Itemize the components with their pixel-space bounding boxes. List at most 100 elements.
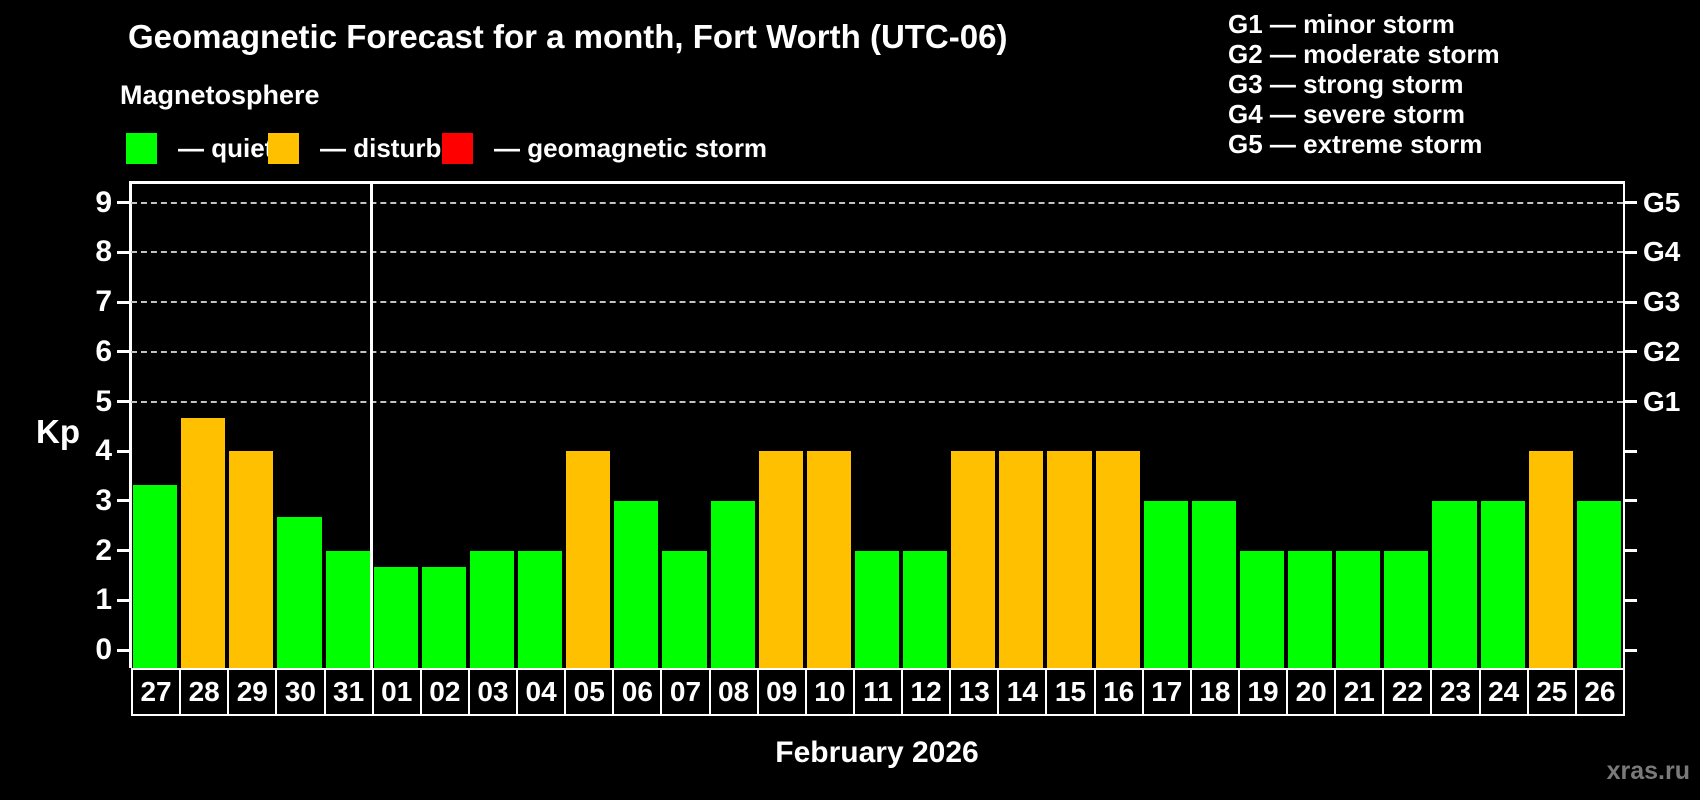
g-legend-line-g1: G1 — minor storm [1228, 9, 1455, 39]
kp-bar-day-28 [181, 417, 226, 668]
y-tick-right-7 [1623, 300, 1637, 304]
legend-item-quiet: — quiet [126, 133, 273, 164]
y-tick-right-2 [1623, 549, 1637, 553]
y-tick-label-7: 7 [95, 285, 112, 319]
day-label-cell-08: 08 [708, 668, 759, 716]
grid-line-7 [131, 301, 1623, 304]
y-tick-left-5 [117, 400, 131, 404]
day-label-cell-16: 16 [1093, 668, 1144, 716]
y-tick-label-5: 5 [95, 384, 112, 418]
g-axis-label-g1: G1 [1643, 385, 1681, 417]
g-legend-line-g4: G4 — severe storm [1228, 99, 1466, 129]
kp-bar-day-20 [1288, 550, 1333, 668]
day-label-cell-27: 27 [131, 668, 182, 716]
kp-bar-day-30 [277, 517, 322, 668]
day-label-cell-07: 07 [660, 668, 711, 716]
y-tick-label-4: 4 [95, 434, 112, 468]
watermark: xras.ru [1606, 757, 1690, 785]
day-label-cell-25: 25 [1526, 668, 1577, 716]
y-tick-label-1: 1 [95, 583, 112, 617]
day-label-cell-18: 18 [1189, 668, 1240, 716]
y-tick-label-8: 8 [95, 235, 112, 269]
day-label-cell-14: 14 [997, 668, 1048, 716]
g-axis-label-g5: G5 [1643, 186, 1681, 218]
day-label-cell-31: 31 [323, 668, 374, 716]
y-tick-right-4 [1623, 449, 1637, 453]
g-legend-line-g5: G5 — extreme storm [1228, 129, 1483, 159]
day-label-cell-12: 12 [901, 668, 952, 716]
y-tick-left-0 [117, 648, 131, 652]
day-label-cell-23: 23 [1430, 668, 1481, 716]
kp-bar-day-13 [951, 451, 996, 668]
day-label-cell-13: 13 [949, 668, 1000, 716]
y-tick-label-6: 6 [95, 334, 112, 368]
y-tick-right-8 [1623, 250, 1637, 254]
kp-bar-day-19 [1239, 550, 1285, 668]
kp-bar-day-10 [806, 451, 851, 668]
kp-bar-day-25 [1528, 451, 1573, 668]
y-axis-title: Kp [36, 413, 80, 450]
day-label-cell-15: 15 [1045, 668, 1096, 716]
g-legend-line-g3: G3 — strong storm [1228, 69, 1464, 99]
plot-right-border [1622, 181, 1625, 668]
kp-bar-day-21 [1336, 550, 1381, 668]
plot-top-border [129, 181, 1625, 184]
day-label-cell-03: 03 [467, 668, 519, 716]
plot-left-border [129, 181, 132, 668]
day-label-cell-20: 20 [1286, 668, 1337, 716]
kp-bar-day-05 [566, 451, 611, 668]
y-tick-left-9 [117, 201, 131, 205]
kp-bar-day-09 [758, 451, 803, 668]
chart-title: Geomagnetic Forecast for a month, Fort W… [128, 18, 1008, 55]
y-tick-right-0 [1623, 648, 1637, 652]
kp-bar-day-14 [999, 451, 1044, 668]
day-label-cell-26: 26 [1574, 668, 1625, 716]
grid-line-6 [131, 350, 1623, 353]
kp-bar-day-24 [1480, 500, 1525, 668]
y-tick-label-0: 0 [95, 633, 112, 666]
day-label-cell-05: 05 [564, 668, 615, 716]
day-label-cell-28: 28 [179, 668, 230, 716]
kp-bar-day-27 [133, 484, 178, 668]
plot-area [131, 183, 1623, 668]
y-tick-left-6 [117, 350, 131, 354]
kp-bar-day-17 [1143, 500, 1188, 668]
kp-bar-day-11 [854, 550, 900, 668]
g-axis-label-g2: G2 [1643, 335, 1681, 367]
g-legend-line-g2: G2 — moderate storm [1228, 39, 1500, 69]
kp-bar-day-07 [662, 550, 707, 668]
disturbed-swatch-icon [268, 133, 299, 164]
grid-line-9 [131, 201, 1623, 204]
kp-bar-day-04 [518, 550, 563, 668]
kp-bar-day-02 [421, 567, 466, 668]
kp-bar-day-03 [469, 550, 515, 668]
kp-bar-day-16 [1095, 451, 1140, 668]
y-tick-left-8 [117, 250, 131, 254]
y-tick-label-9: 9 [95, 185, 112, 219]
grid-line-8 [131, 251, 1623, 254]
y-tick-right-6 [1623, 350, 1637, 354]
kp-bar-day-22 [1384, 550, 1429, 668]
kp-bar-day-01 [373, 567, 418, 668]
day-label-cell-30: 30 [275, 668, 326, 716]
month-separator-line [370, 183, 374, 668]
day-label-cell-10: 10 [804, 668, 855, 716]
kp-bar-day-15 [1047, 451, 1092, 668]
storm-swatch-icon [442, 133, 473, 164]
day-label-cell-04: 04 [516, 668, 567, 716]
day-label-cell-29: 29 [227, 668, 278, 716]
day-label-cell-09: 09 [756, 668, 807, 716]
y-tick-left-1 [117, 598, 131, 602]
y-tick-left-2 [117, 549, 131, 553]
day-label-cell-11: 11 [852, 668, 904, 716]
y-tick-label-2: 2 [95, 533, 112, 567]
legend-label-quiet: — quiet [178, 133, 274, 163]
kp-bar-day-26 [1576, 500, 1621, 668]
grid-line-5 [131, 400, 1623, 403]
y-tick-left-7 [117, 300, 131, 304]
day-label-cell-21: 21 [1334, 668, 1385, 716]
day-label-cell-17: 17 [1141, 668, 1192, 716]
day-label-cell-01: 01 [371, 668, 422, 716]
g-axis-label-g4: G4 [1643, 236, 1681, 268]
